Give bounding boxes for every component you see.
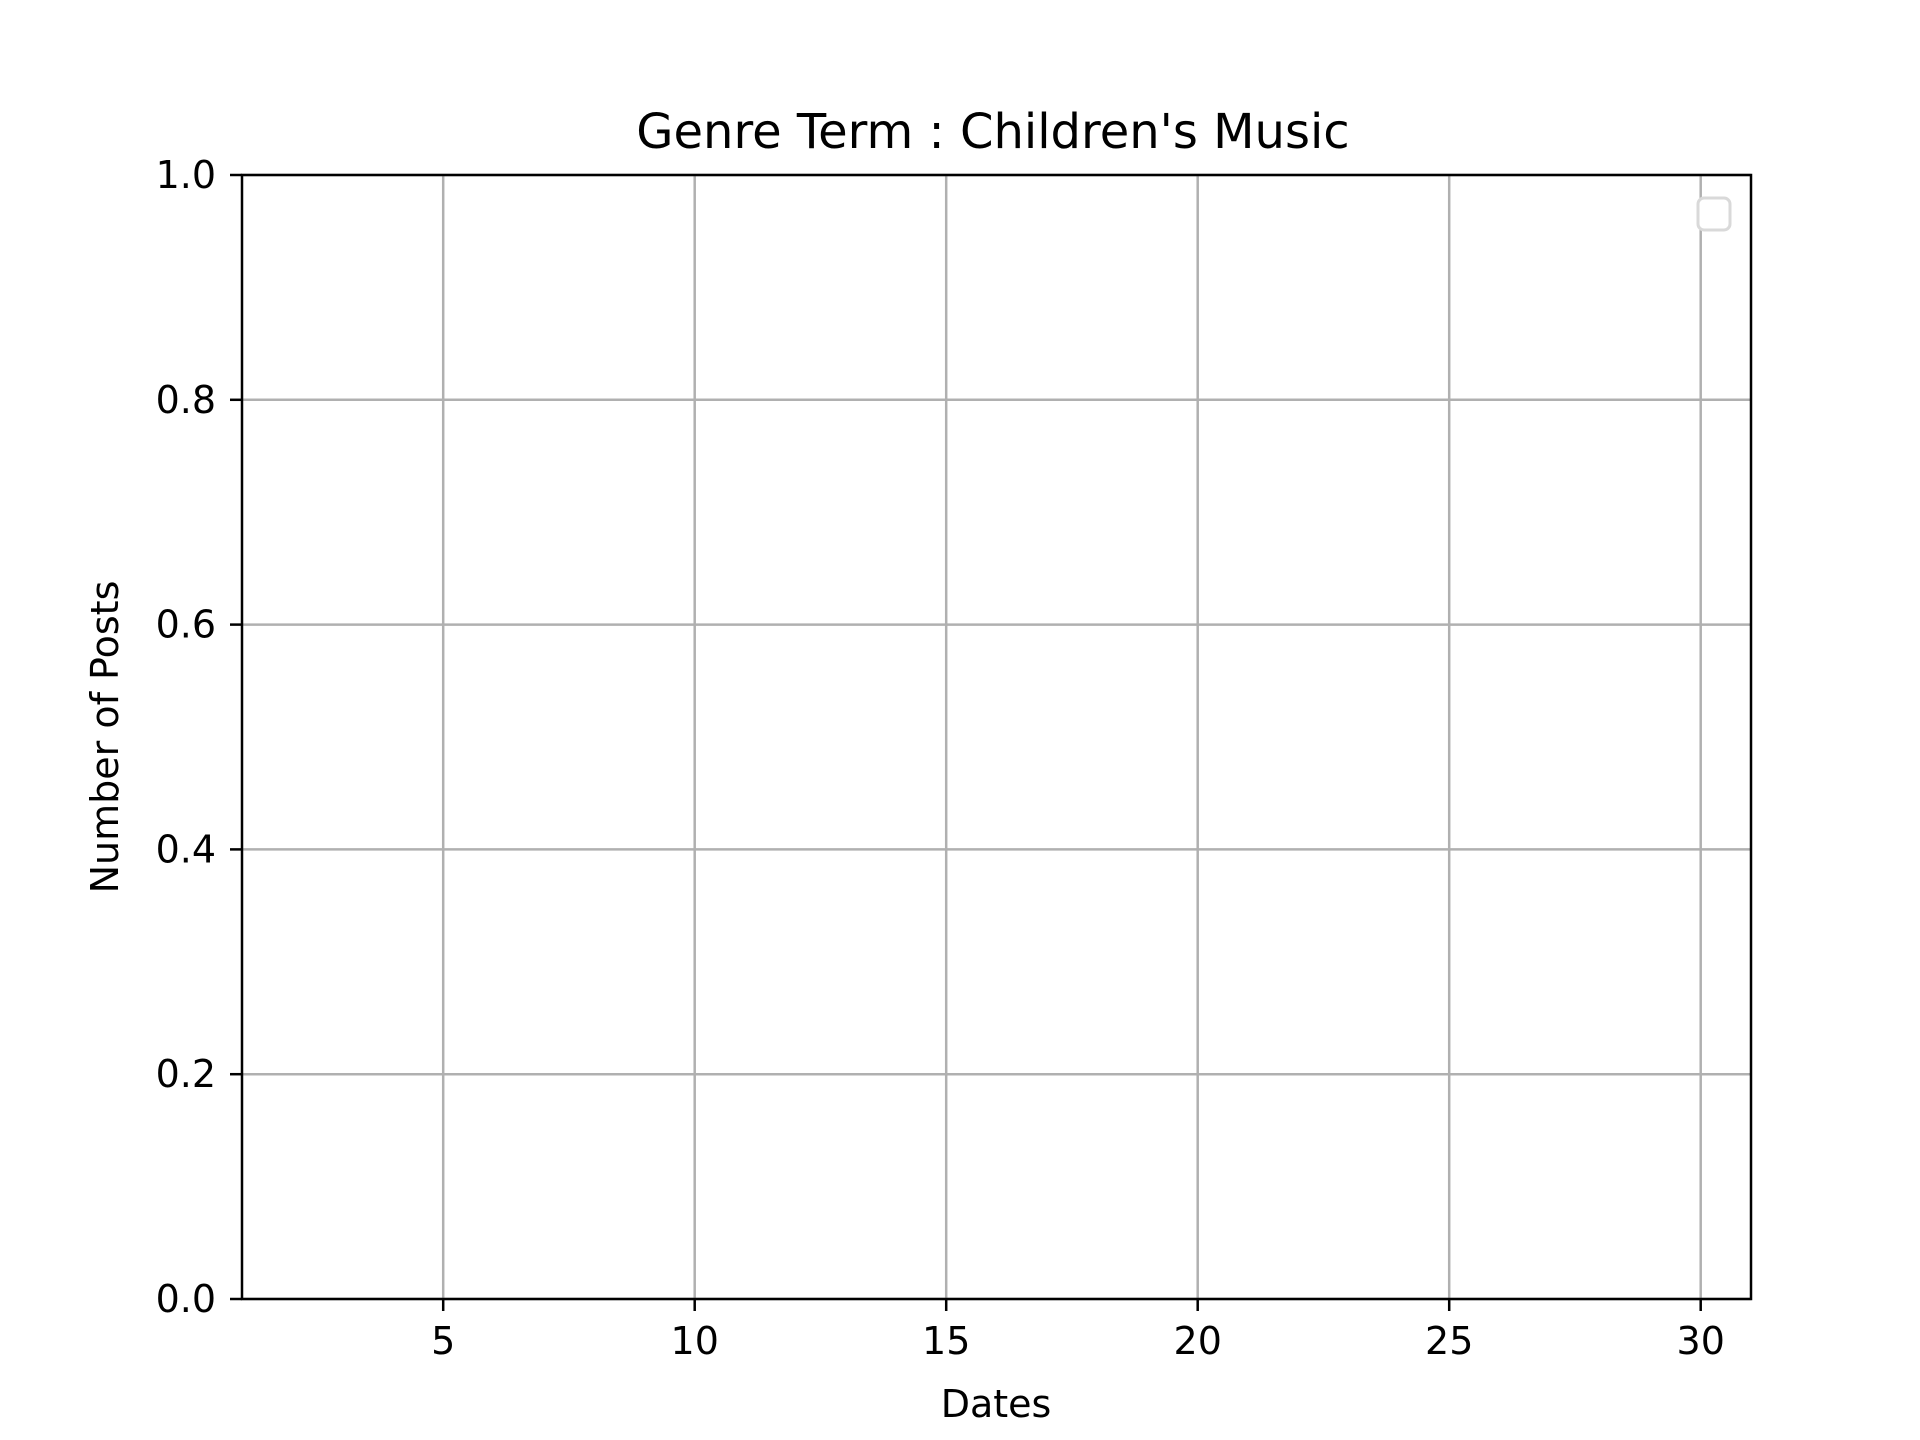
x-axis-label: Dates — [941, 1382, 1052, 1426]
x-axis: 5 10 15 20 25 30 — [431, 1299, 1725, 1363]
grid — [242, 173, 1751, 1301]
y-tick-label: 0.8 — [156, 378, 216, 422]
y-tick-label: 0.4 — [156, 827, 216, 871]
x-tick-label: 25 — [1425, 1319, 1473, 1363]
chart-title: Genre Term : Children's Music — [636, 104, 1349, 160]
x-tick-label: 20 — [1174, 1319, 1222, 1363]
y-axis-label: Number of Posts — [83, 581, 127, 894]
plot-frame — [240, 173, 1753, 1301]
x-tick-label: 10 — [671, 1319, 719, 1363]
y-tick-label: 1.0 — [156, 153, 216, 197]
y-tick-label: 0.2 — [156, 1052, 216, 1096]
y-tick-label: 0.6 — [156, 603, 216, 647]
legend-box — [1696, 196, 1732, 232]
x-tick-label: 15 — [922, 1319, 970, 1363]
y-axis: 0.0 0.2 0.4 0.6 0.8 1.0 — [156, 153, 242, 1321]
x-tick-label: 30 — [1677, 1319, 1725, 1363]
x-tick-label: 5 — [431, 1319, 455, 1363]
y-tick-label: 0.0 — [156, 1277, 216, 1321]
